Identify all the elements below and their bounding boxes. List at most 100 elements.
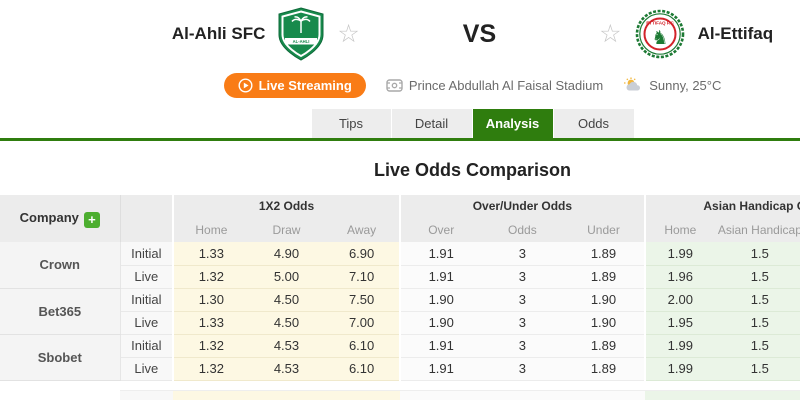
table-row: Bet365 Initial 1.30 4.50 7.50 1.90 3 1.9… [0, 288, 800, 335]
table-row: Live 1.33 4.50 7.00 1.90 3 1.90 1.95 1.5 [0, 311, 800, 335]
odds-value: 5.00 [248, 265, 325, 289]
away-team-name: Al-Ettifaq [697, 24, 774, 43]
company-header-label: Company [19, 209, 79, 225]
odds-value: 3 [481, 288, 564, 312]
page-title: Live Odds Comparison [373, 160, 572, 180]
tab-bar: Tips Detail Analysis Odds [0, 109, 800, 141]
odds-type-cell: Live [120, 357, 174, 381]
table-row: Live 1.32 4.53 6.10 1.91 3 1.89 1.99 1.5 [0, 357, 800, 381]
col-under: Under [563, 217, 645, 242]
odds-value: 3 [481, 265, 564, 289]
odds-value: 4.50 [248, 288, 325, 312]
home-team-name: Al-Ahli SFC [171, 24, 266, 43]
odds-value: 1.32 [172, 357, 249, 381]
odds-value: 1.30 [172, 288, 249, 312]
odds-value: 1.90 [563, 311, 645, 335]
col-over: Over [398, 217, 482, 242]
home-logo-text: AL-AHLI [293, 39, 310, 44]
odds-value: 7.10 [324, 265, 400, 289]
odds-value: 7.00 [324, 311, 400, 335]
away-team-logo-icon: ETTIFAQ F.C ♞ [635, 9, 684, 59]
odds-value: 3 [481, 311, 564, 335]
odds-type-cell: Initial [120, 334, 174, 358]
stadium-name: Prince Abdullah Al Faisal Stadium [408, 77, 604, 93]
odds-value: 6.90 [324, 242, 400, 266]
next-row-peek [0, 389, 800, 400]
table-row: Crown Initial 1.33 4.90 6.90 1.91 3 1.89… [0, 242, 800, 289]
odds-type-cell: Live [120, 311, 174, 335]
odds-value: 1.91 [398, 357, 482, 381]
odds-value: 1.90 [398, 288, 482, 312]
live-odds-table: Company + 1X2 Odds Over/Under Odds Asian … [0, 195, 800, 381]
odds-value: 3 [481, 334, 564, 358]
odds-value: 1.32 [172, 334, 249, 358]
odds-value: 1.99 [643, 242, 715, 266]
play-icon [238, 77, 253, 93]
match-header: Al-Ahli SFC AL-AHLI ☆ VS ☆ [0, 0, 800, 68]
odds-value: 4.50 [248, 311, 325, 335]
odds-value: 3 [481, 357, 564, 381]
odds-value: 1.5 [714, 357, 800, 381]
col-draw: Draw [248, 217, 325, 242]
tab-odds[interactable]: Odds [553, 109, 635, 138]
group-asianhandicap-header: Asian Handicap Odds [643, 195, 800, 217]
odds-value: 1.5 [714, 311, 800, 335]
col-home: Home [172, 217, 249, 242]
odds-value: 4.53 [248, 357, 325, 381]
odds-type-cell: Initial [120, 288, 174, 312]
odds-type-cell: Live [120, 265, 174, 289]
away-favorite-star-icon[interactable]: ☆ [599, 19, 622, 48]
horse-icon: ♞ [651, 28, 668, 49]
group-header-row: Company + 1X2 Odds Over/Under Odds Asian … [0, 195, 800, 242]
type-header [120, 195, 174, 242]
company-header: Company + [0, 195, 121, 242]
odds-type-cell: Initial [120, 242, 174, 266]
weather-info: Sunny, 25°C [623, 77, 721, 93]
away-logo-text: ETTIFAQ F.C [646, 21, 674, 26]
match-info-bar: Live Streaming Prince Abdullah Al Faisal… [0, 68, 800, 102]
odds-value: 3 [481, 242, 564, 266]
column-header-row: Home Draw Away Over Odds Under Home Asia… [0, 217, 800, 242]
company-cell: Sbobet [0, 334, 121, 381]
tab-tips[interactable]: Tips [310, 109, 392, 138]
odds-value: 1.99 [643, 357, 715, 381]
odds-value: 1.5 [714, 334, 800, 358]
tab-analysis[interactable]: Analysis [472, 109, 554, 138]
odds-value: 1.91 [398, 242, 482, 266]
vs-label: VS [462, 19, 497, 48]
odds-value: 1.91 [398, 265, 482, 289]
live-streaming-button[interactable]: Live Streaming [223, 72, 366, 98]
odds-value: 1.95 [643, 311, 715, 335]
stadium-icon [386, 78, 403, 92]
odds-value: 1.89 [563, 357, 645, 381]
weather-text: Sunny, 25°C [649, 77, 722, 93]
odds-value: 2.00 [643, 288, 715, 312]
odds-value: 1.5 [714, 242, 800, 266]
odds-value: 1.96 [643, 265, 715, 289]
odds-value: 1.33 [172, 242, 249, 266]
col-away: Away [324, 217, 400, 242]
odds-value: 1.91 [398, 334, 482, 358]
stadium-info: Prince Abdullah Al Faisal Stadium [386, 78, 603, 93]
odds-value: 6.10 [324, 357, 400, 381]
odds-value: 4.90 [248, 242, 325, 266]
add-company-button[interactable]: + [83, 211, 100, 228]
col-ah-handicap: Asian Handicap [714, 217, 800, 242]
odds-value: 4.53 [248, 334, 325, 358]
odds-value: 1.89 [563, 265, 645, 289]
odds-value: 6.10 [324, 334, 400, 358]
home-favorite-star-icon[interactable]: ☆ [337, 19, 360, 48]
odds-value: 1.32 [172, 265, 249, 289]
weather-sunny-icon [624, 77, 641, 91]
odds-value: 1.5 [714, 288, 800, 312]
odds-value: 1.90 [563, 288, 645, 312]
group-1x2-header: 1X2 Odds [172, 195, 400, 217]
odds-value: 1.5 [714, 265, 800, 289]
group-overunder-header: Over/Under Odds [398, 195, 645, 217]
table-row: Live 1.32 5.00 7.10 1.91 3 1.89 1.96 1.5 [0, 265, 800, 289]
odds-value: 7.50 [324, 288, 400, 312]
tab-detail[interactable]: Detail [391, 109, 473, 138]
odds-value: 1.89 [563, 242, 645, 266]
table-row: Sbobet Initial 1.32 4.53 6.10 1.91 3 1.8… [0, 334, 800, 381]
